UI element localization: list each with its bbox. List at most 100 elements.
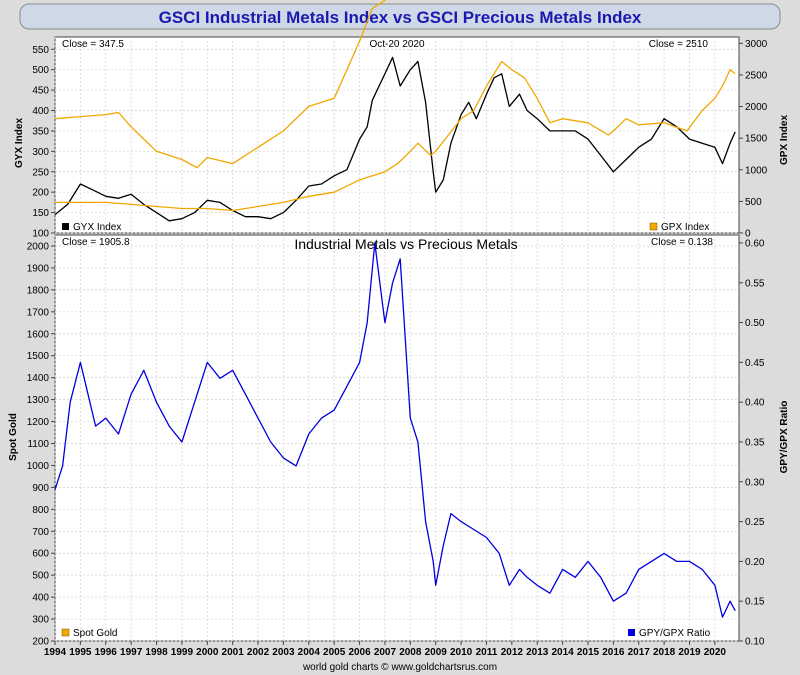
top-left-tick-label: 250	[32, 167, 49, 178]
x-tick-label: 2012	[501, 647, 524, 658]
bottom-left-tick-label: 300	[32, 615, 49, 626]
chart-title: GSCI Industrial Metals Index vs GSCI Pre…	[159, 8, 642, 27]
legend-gold-label: Spot Gold	[73, 628, 117, 639]
top-left-tick-label: 100	[32, 229, 49, 240]
top-right-tick-label: 2500	[745, 70, 768, 81]
bottom-left-tick-label: 500	[32, 571, 49, 582]
top-left-tick-label: 150	[32, 208, 49, 219]
bottom-left-axis-label: Spot Gold	[8, 413, 19, 461]
x-tick-label: 2017	[628, 647, 651, 658]
x-tick-label: 1995	[69, 647, 92, 658]
x-tick-label: 2013	[526, 647, 549, 658]
top-date-label: Oct-20 2020	[369, 39, 424, 50]
bottom-right-tick-label: 0.15	[745, 597, 765, 608]
x-tick-label: 2006	[348, 647, 371, 658]
bottom-left-tick-label: 1700	[27, 307, 50, 318]
top-panel: 100 150 200 250 300 350 400 450 500 550 0 500 1000 1…	[14, 0, 790, 240]
top-left-tick-label: 500	[32, 65, 49, 76]
top-left-tick-label: 450	[32, 86, 49, 97]
x-tick-label: 2020	[704, 647, 727, 658]
top-left-tick-label: 550	[32, 45, 49, 56]
bottom-left-tick-label: 400	[32, 593, 49, 604]
x-tick-label: 2016	[602, 647, 625, 658]
legend-gpx-swatch	[649, 222, 658, 231]
x-tick-label: 2019	[678, 647, 701, 658]
x-tick-label: 1998	[145, 647, 168, 658]
bottom-left-tick-label: 1900	[27, 263, 50, 274]
bottom-left-tick-label: 1400	[27, 373, 50, 384]
bottom-left-tick-label: 900	[32, 483, 49, 494]
bottom-right-tick-label: 0.30	[745, 477, 765, 488]
bottom-left-tick-label: 1000	[27, 461, 50, 472]
bottom-panel: 200 300 400 500 600 700 800 900 1000 1100 1200 1300…	[8, 234, 790, 648]
x-tick-label: 2009	[425, 647, 448, 658]
x-tick-label: 2011	[476, 647, 498, 658]
bottom-left-tick-label: 1800	[27, 285, 50, 296]
spot-gold-line	[54, 0, 387, 169]
bottom-panel-title: Industrial Metals vs Precious Metals	[294, 236, 517, 252]
x-tick-label: 2010	[450, 647, 473, 658]
bottom-right-tick-label: 0.55	[745, 278, 765, 289]
gpy-gpx-ratio-line	[54, 242, 736, 618]
x-tick-label: 2008	[399, 647, 422, 658]
top-plot-area	[54, 36, 740, 234]
bottom-left-tick-label: 2000	[27, 241, 50, 252]
x-tick-label: 1994	[44, 647, 67, 658]
bottom-right-tick-label: 0.25	[745, 517, 765, 528]
bottom-left-tick-label: 1200	[27, 417, 50, 428]
bottom-right-tick-label: 0.45	[745, 358, 765, 369]
top-right-tick-label: 3000	[745, 39, 768, 50]
gpx-index-line	[55, 60, 736, 212]
x-tick-label: 2004	[298, 647, 321, 658]
top-left-tick-label: 200	[32, 188, 49, 199]
x-tick-label: 2015	[577, 647, 600, 658]
bottom-left-axis-ticks: 200 300 400 500 600 700 800 900 1000 1100 1200 1300…	[27, 241, 55, 648]
bottom-close-left: Close = 1905.8	[62, 237, 130, 248]
top-right-tick-label: 500	[745, 197, 762, 208]
legend-gyx-swatch	[62, 223, 69, 230]
bottom-left-tick-label: 200	[32, 637, 49, 648]
legend-ratio-swatch	[628, 629, 635, 636]
top-gridlines	[54, 37, 739, 234]
bottom-right-axis-label: GPY/GPX Ratio	[779, 401, 790, 474]
top-left-tick-label: 300	[32, 147, 49, 158]
x-tick-label: 1997	[120, 647, 143, 658]
bottom-right-axis-ticks: 0.10 0.15 0.20 0.25 0.30 0.35 0.40 0.45 0.50 0.55…	[739, 238, 765, 648]
x-axis: 1994 1995 1996 1997 1998 1999 2000 2001 2002 2003…	[44, 641, 727, 658]
bottom-close-right: Close = 0.138	[651, 237, 713, 248]
legend-gyx-label: GYX Index	[73, 222, 121, 233]
top-series-lines	[54, 0, 736, 222]
top-right-axis-label: GPX Index	[779, 115, 790, 165]
top-right-tick-label: 1000	[745, 165, 768, 176]
gyx-index-line	[54, 56, 736, 222]
bottom-right-tick-label: 0.20	[745, 557, 765, 568]
footer-credit: world gold charts © www.goldchartsrus.co…	[302, 662, 497, 673]
bottom-left-tick-label: 800	[32, 505, 49, 516]
bottom-left-tick-label: 1100	[27, 439, 49, 450]
bottom-plot-area	[54, 234, 740, 642]
x-tick-label: 2014	[551, 647, 574, 658]
top-right-axis-ticks: 0 500 1000 1500 2000 2500 3000	[739, 39, 768, 240]
x-tick-label: 2005	[323, 647, 346, 658]
x-tick-label: 2018	[653, 647, 676, 658]
bottom-series-lines	[54, 242, 736, 618]
bottom-left-tick-label: 600	[32, 549, 49, 560]
bottom-right-tick-label: 0.10	[745, 637, 765, 648]
title-banner	[19, 3, 781, 30]
legend-gold-swatch	[61, 628, 70, 637]
x-tick-label: 1999	[171, 647, 194, 658]
bottom-right-tick-label: 0.35	[745, 437, 765, 448]
bottom-left-tick-label: 1600	[27, 329, 50, 340]
bottom-gridlines	[54, 235, 739, 642]
bottom-right-tick-label: 0.40	[745, 398, 765, 409]
legend-ratio-label: GPY/GPX Ratio	[639, 628, 711, 639]
x-tick-label: 2002	[247, 647, 270, 658]
top-close-left: Close = 347.5	[62, 39, 124, 50]
x-tick-label: 2001	[222, 647, 245, 658]
legend-gpx-label: GPX Index	[661, 222, 709, 233]
bottom-left-tick-label: 1300	[27, 395, 50, 406]
top-right-tick-label: 1500	[745, 134, 768, 145]
x-tick-label: 1996	[95, 647, 118, 658]
bottom-right-tick-label: 0.50	[745, 318, 765, 329]
